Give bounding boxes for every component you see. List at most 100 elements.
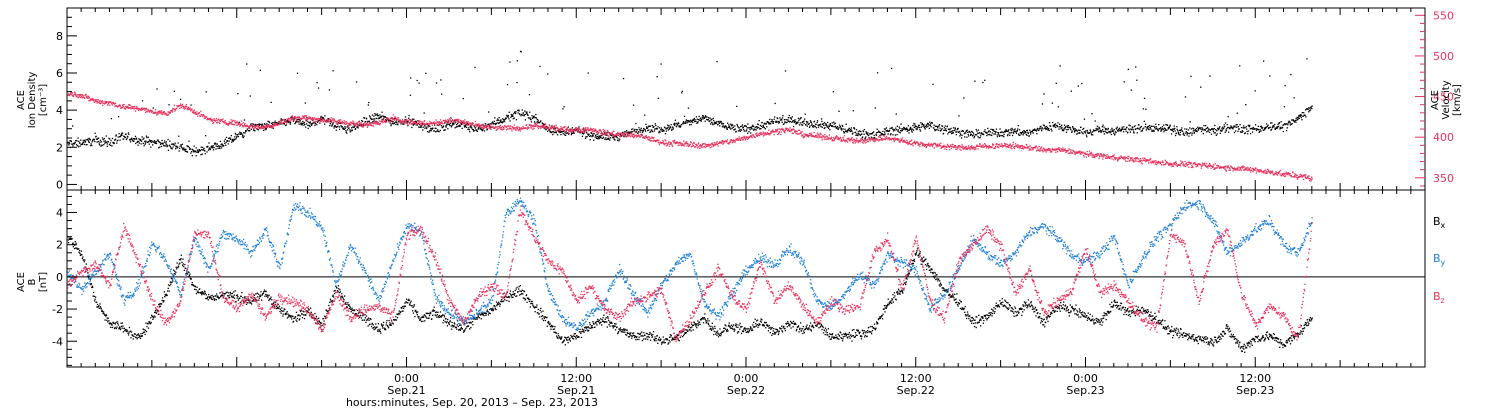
density-point bbox=[710, 121, 713, 124]
velocity-point bbox=[119, 104, 121, 106]
density-point bbox=[746, 127, 748, 129]
density-point bbox=[255, 123, 257, 125]
velocity-point bbox=[510, 127, 512, 130]
density-point bbox=[748, 127, 751, 129]
density-point bbox=[685, 119, 687, 121]
density-point bbox=[782, 123, 784, 125]
velocity-point bbox=[875, 137, 877, 140]
density-point bbox=[413, 123, 416, 125]
velocity-point bbox=[540, 127, 542, 129]
velocity-point bbox=[613, 130, 615, 133]
density-point bbox=[933, 124, 935, 126]
density-point bbox=[1129, 125, 1131, 127]
density-point bbox=[769, 118, 771, 121]
density-point bbox=[336, 126, 338, 128]
density-point bbox=[915, 128, 917, 130]
density-point bbox=[814, 126, 816, 128]
density-point bbox=[338, 128, 341, 130]
velocity-point bbox=[604, 133, 606, 135]
density-point bbox=[526, 111, 528, 113]
velocity-point bbox=[270, 125, 272, 127]
velocity-point bbox=[663, 144, 666, 146]
velocity-point bbox=[76, 96, 78, 98]
density-point bbox=[1210, 133, 1213, 135]
velocity-point bbox=[836, 135, 838, 138]
velocity-point bbox=[450, 121, 452, 123]
density-point bbox=[408, 117, 410, 119]
density-point bbox=[625, 129, 628, 132]
density-point bbox=[139, 138, 141, 141]
density-point bbox=[111, 145, 113, 147]
velocity-point bbox=[814, 136, 816, 138]
density-point bbox=[220, 144, 222, 146]
velocity-point bbox=[338, 120, 340, 122]
velocity-point bbox=[770, 131, 772, 133]
velocity-point bbox=[954, 145, 957, 147]
density-point bbox=[980, 135, 982, 137]
velocity-point bbox=[595, 130, 597, 132]
density-point bbox=[79, 145, 81, 147]
density-point bbox=[1140, 130, 1142, 132]
density-point bbox=[624, 131, 626, 133]
density-point bbox=[1154, 128, 1156, 130]
density-point bbox=[171, 143, 173, 145]
density-point bbox=[379, 114, 381, 116]
density-point bbox=[649, 131, 651, 133]
density-point bbox=[353, 126, 355, 128]
velocity-point bbox=[586, 130, 588, 132]
density-point bbox=[443, 129, 445, 131]
velocity-point bbox=[155, 108, 157, 111]
density-point bbox=[821, 120, 823, 123]
density-point bbox=[588, 133, 590, 135]
density-point bbox=[332, 122, 334, 124]
velocity-point bbox=[737, 137, 739, 140]
density-point bbox=[345, 131, 347, 133]
density-point bbox=[509, 120, 511, 122]
velocity-point bbox=[861, 138, 863, 140]
density-point bbox=[175, 148, 177, 150]
density-point bbox=[1078, 131, 1080, 134]
density-point bbox=[909, 126, 912, 129]
density-point bbox=[838, 127, 840, 129]
velocity-point bbox=[123, 104, 125, 106]
velocity-point bbox=[308, 117, 310, 119]
velocity-point bbox=[380, 121, 382, 123]
velocity-point bbox=[420, 120, 422, 123]
density-point bbox=[754, 126, 756, 128]
density-point bbox=[357, 127, 359, 129]
velocity-point bbox=[936, 146, 938, 148]
density-point bbox=[1099, 130, 1101, 132]
velocity-point bbox=[363, 124, 366, 127]
velocity-point bbox=[415, 123, 418, 125]
density-point bbox=[828, 127, 830, 130]
density-point bbox=[232, 140, 234, 142]
velocity-point bbox=[1017, 144, 1019, 146]
velocity-point bbox=[740, 137, 743, 140]
velocity-point bbox=[603, 133, 605, 135]
velocity-point bbox=[901, 139, 903, 141]
density-point bbox=[1212, 128, 1214, 130]
velocity-point bbox=[495, 126, 497, 128]
density-point bbox=[1045, 128, 1047, 131]
density-point bbox=[690, 119, 692, 121]
velocity-point bbox=[429, 120, 431, 123]
density-point bbox=[1066, 125, 1068, 127]
velocity-point bbox=[426, 122, 428, 124]
density-point bbox=[372, 121, 374, 123]
velocity-point bbox=[266, 125, 269, 127]
density-point bbox=[1262, 129, 1264, 131]
density-point bbox=[1138, 124, 1140, 126]
density-point bbox=[1136, 132, 1138, 134]
density-point bbox=[753, 129, 755, 131]
density-point bbox=[698, 118, 700, 121]
velocity-point bbox=[650, 140, 652, 142]
density-point bbox=[437, 129, 439, 131]
velocity-point bbox=[985, 145, 988, 148]
density-point bbox=[711, 118, 713, 120]
velocity-point bbox=[450, 116, 452, 119]
velocity-point bbox=[788, 128, 790, 130]
density-point bbox=[1044, 126, 1046, 128]
velocity-point bbox=[480, 124, 482, 126]
velocity-point bbox=[370, 125, 373, 127]
density-point bbox=[173, 144, 175, 146]
